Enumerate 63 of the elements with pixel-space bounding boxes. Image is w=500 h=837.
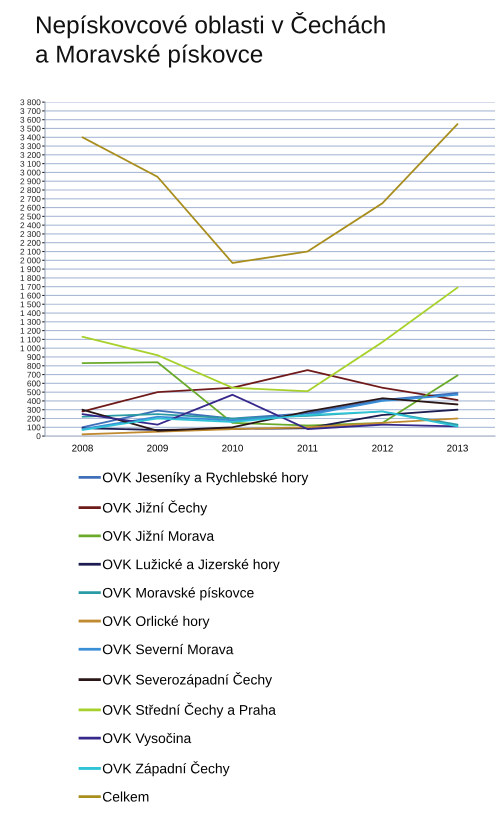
x-tick-label: 2012 [372, 444, 393, 452]
y-tick-label: 2 400 [20, 222, 41, 228]
legend-label: OVK Lužické a Jizerské hory [102, 558, 280, 572]
legend-label: OVK Jižní Morava [102, 530, 214, 541]
y-tick-label: 1 900 [20, 266, 41, 272]
y-tick-label: 3 500 [20, 126, 41, 132]
y-tick-label: 200 [27, 416, 41, 422]
legend-label: OVK Jeseníky a Rychlebské hory [102, 472, 308, 486]
y-tick-label: 700 [27, 372, 41, 378]
x-tick-label: 2013 [447, 444, 468, 452]
legend-label: OVK Vysočina [102, 732, 192, 746]
chart-title: Nepískovcové oblasti v Čechách a Moravské pískovce [36, 12, 385, 68]
y-tick-label: 2 800 [20, 187, 41, 194]
y-tick-label: 1 300 [20, 319, 41, 325]
y-tick-label: 3 600 [20, 116, 41, 123]
y-tick-label: 400 [27, 398, 41, 404]
y-tick-label: 1 000 [20, 345, 41, 352]
legend-label: OVK Moravské pískovce [102, 587, 254, 600]
y-tick-label: 2 300 [20, 231, 41, 238]
x-tick-label: 2010 [222, 444, 243, 452]
y-tick-label: 1 600 [20, 292, 41, 299]
legend-label: OVK Jižní Čechy [102, 500, 208, 516]
x-tick-label: 2011 [298, 444, 318, 452]
legend-label: OVK Orlické hory [102, 616, 210, 629]
y-tick-label: 2 900 [20, 178, 41, 184]
y-tick-label: 3 000 [20, 170, 41, 176]
line-series [82, 361, 458, 426]
legend-label: OVK Severozápadní Čechy [102, 672, 272, 688]
x-tick-label: 2009 [147, 444, 168, 452]
y-tick-label: 3 100 [20, 160, 41, 167]
y-tick-label: 0 [36, 433, 41, 440]
y-tick-label: 2 500 [20, 214, 41, 220]
legend-label: OVK Severní Morava [102, 644, 234, 654]
line-series [82, 286, 458, 392]
y-tick-label: 2 000 [20, 258, 41, 264]
y-tick-label: 3 800 [20, 99, 41, 106]
y-tick-label: 2 100 [20, 248, 41, 255]
y-tick-label: 300 [27, 406, 41, 413]
y-tick-label: 1 400 [20, 310, 41, 316]
y-tick-label: 100 [28, 424, 41, 430]
y-tick-label: 3 700 [20, 108, 41, 114]
y-tick-label: 2 600 [20, 204, 41, 211]
legend-label: OVK Střední Čechy a Praha [102, 702, 276, 718]
x-tick-label: 2008 [72, 444, 93, 452]
y-tick-label: 2 700 [20, 196, 41, 202]
line-series [82, 123, 458, 264]
y-tick-label: 600 [27, 380, 41, 386]
line-series [82, 369, 458, 412]
y-tick-label: 1 200 [20, 328, 41, 334]
y-tick-label: 1 700 [20, 284, 41, 290]
y-tick-label: 3 300 [20, 143, 41, 150]
y-tick-label: 1 100 [20, 336, 41, 343]
y-tick-label: 2 200 [20, 240, 41, 246]
legend-label: Celkem [102, 791, 148, 802]
line-series [82, 418, 458, 436]
y-tick-label: 900 [27, 354, 41, 360]
y-tick-label: 800 [27, 362, 41, 369]
y-tick-label: 3 400 [20, 134, 41, 140]
y-tick-label: 3 200 [20, 152, 41, 158]
y-tick-label: 500 [27, 389, 41, 396]
legend-label: OVK Západní Čechy [102, 761, 230, 776]
y-tick-label: 1 800 [20, 275, 41, 281]
y-tick-label: 1 500 [20, 301, 41, 308]
